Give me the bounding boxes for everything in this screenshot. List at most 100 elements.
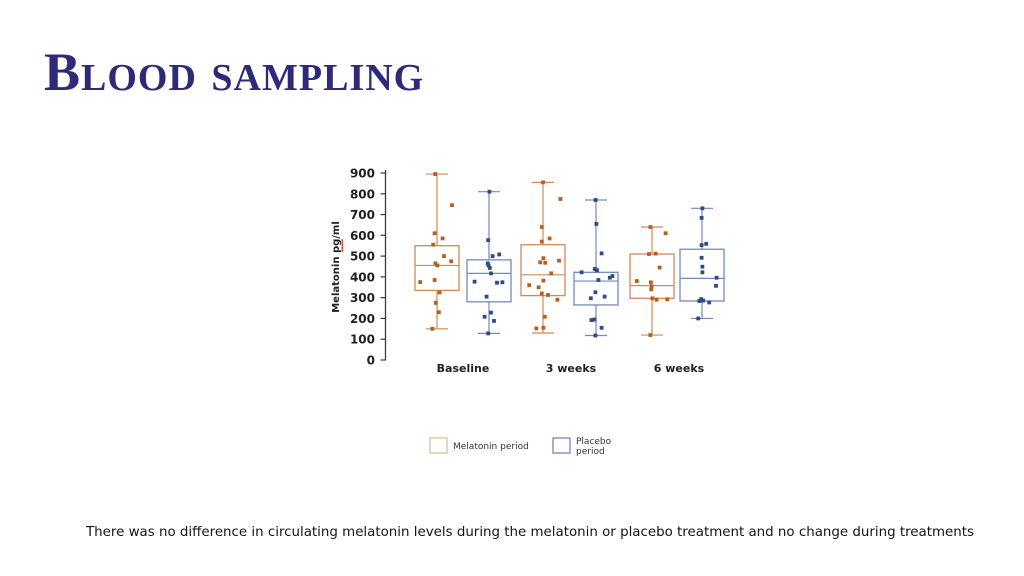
- data-point: [500, 280, 505, 285]
- data-point: [539, 239, 544, 244]
- x-category-label: 3 weeks: [546, 362, 597, 375]
- data-point: [663, 231, 668, 236]
- data-point: [555, 297, 560, 302]
- data-point: [490, 254, 495, 259]
- data-point: [449, 259, 454, 264]
- y-tick-label: 400: [350, 270, 375, 284]
- boxplot-melatonin-3-weeks: [520, 180, 566, 334]
- data-point: [484, 294, 489, 299]
- data-point: [699, 243, 704, 247]
- data-point: [588, 296, 593, 301]
- data-point: [541, 278, 546, 283]
- legend-swatch: [552, 437, 571, 454]
- data-point: [595, 268, 599, 273]
- data-point: [599, 251, 604, 256]
- data-point: [707, 300, 712, 305]
- data-point: [602, 294, 607, 299]
- y-tick-label: 800: [350, 187, 375, 201]
- data-point: [596, 278, 601, 282]
- data-point: [714, 283, 718, 288]
- legend-label: period: [576, 447, 605, 457]
- boxplot-placebo-3-weeks: [573, 198, 619, 338]
- data-point: [547, 236, 552, 241]
- data-point: [541, 256, 546, 261]
- data-point: [539, 291, 544, 296]
- y-axis-title: Melatonin pg/ml: [331, 221, 344, 313]
- data-point: [699, 255, 704, 260]
- data-point: [487, 189, 492, 194]
- data-point: [704, 241, 709, 246]
- data-point: [442, 254, 446, 259]
- data-point: [558, 197, 563, 201]
- data-point: [648, 280, 653, 285]
- boxplot-melatonin-baseline: [414, 172, 460, 331]
- data-point: [700, 264, 705, 269]
- data-point: [482, 314, 487, 319]
- data-point: [696, 316, 701, 321]
- data-point: [542, 314, 547, 319]
- boxplot-placebo-baseline: [466, 189, 512, 336]
- data-point: [436, 310, 441, 315]
- data-point: [699, 215, 704, 220]
- y-tick-label: 500: [350, 250, 375, 264]
- data-point: [700, 270, 705, 275]
- data-point: [486, 331, 491, 336]
- caption-text: There was no difference in circulating m…: [85, 525, 975, 540]
- data-point: [486, 263, 491, 268]
- data-point: [472, 279, 477, 284]
- data-point: [697, 299, 702, 303]
- data-point: [433, 261, 438, 266]
- iqr-box: [629, 253, 675, 299]
- y-tick-label: 0: [367, 354, 375, 368]
- data-point: [495, 280, 499, 285]
- iqr-box: [414, 245, 460, 292]
- y-tick-label: 100: [350, 333, 375, 347]
- legend-item: Melatonin period: [429, 437, 529, 454]
- iqr-box: [520, 244, 566, 297]
- data-point: [492, 319, 496, 323]
- data-point: [536, 285, 541, 290]
- data-point: [593, 290, 598, 295]
- data-point: [487, 266, 492, 270]
- data-point: [437, 290, 442, 295]
- y-tick-label: 600: [350, 229, 375, 243]
- data-point: [634, 279, 639, 283]
- data-point: [592, 267, 597, 271]
- y-tick-label: 900: [350, 167, 375, 181]
- data-point: [607, 275, 612, 280]
- data-point: [665, 297, 670, 302]
- data-point: [599, 325, 604, 330]
- legend-label: Placebo: [576, 437, 612, 447]
- data-point: [701, 298, 706, 303]
- melatonin-boxplot-chart: 0 100 200 300 400 500 600 700 800 900 Melatonin pg…: [331, 167, 725, 457]
- data-point: [647, 252, 651, 256]
- data-point: [543, 260, 548, 265]
- data-point: [418, 280, 423, 284]
- data-point: [649, 287, 654, 292]
- data-point: [700, 206, 705, 211]
- data-point: [579, 270, 584, 275]
- data-point: [653, 251, 658, 256]
- data-point: [433, 172, 438, 176]
- data-point: [557, 258, 561, 263]
- x-category-label: 6 weeks: [654, 362, 705, 375]
- data-point: [714, 275, 719, 280]
- data-point: [450, 203, 454, 208]
- boxplot-placebo-6-weeks: [679, 206, 725, 321]
- data-point: [657, 265, 662, 270]
- data-point: [489, 310, 493, 315]
- data-point: [432, 231, 437, 236]
- data-point: [431, 242, 436, 247]
- data-point: [538, 260, 543, 265]
- x-category-label: Baseline: [437, 362, 490, 375]
- data-point: [539, 225, 544, 229]
- page-title: Blood sampling: [44, 42, 425, 102]
- data-point: [650, 296, 655, 301]
- data-point: [497, 252, 502, 257]
- data-point: [610, 274, 615, 278]
- data-point: [593, 198, 598, 202]
- data-point: [541, 180, 545, 185]
- spellcheck-underline: [341, 239, 344, 252]
